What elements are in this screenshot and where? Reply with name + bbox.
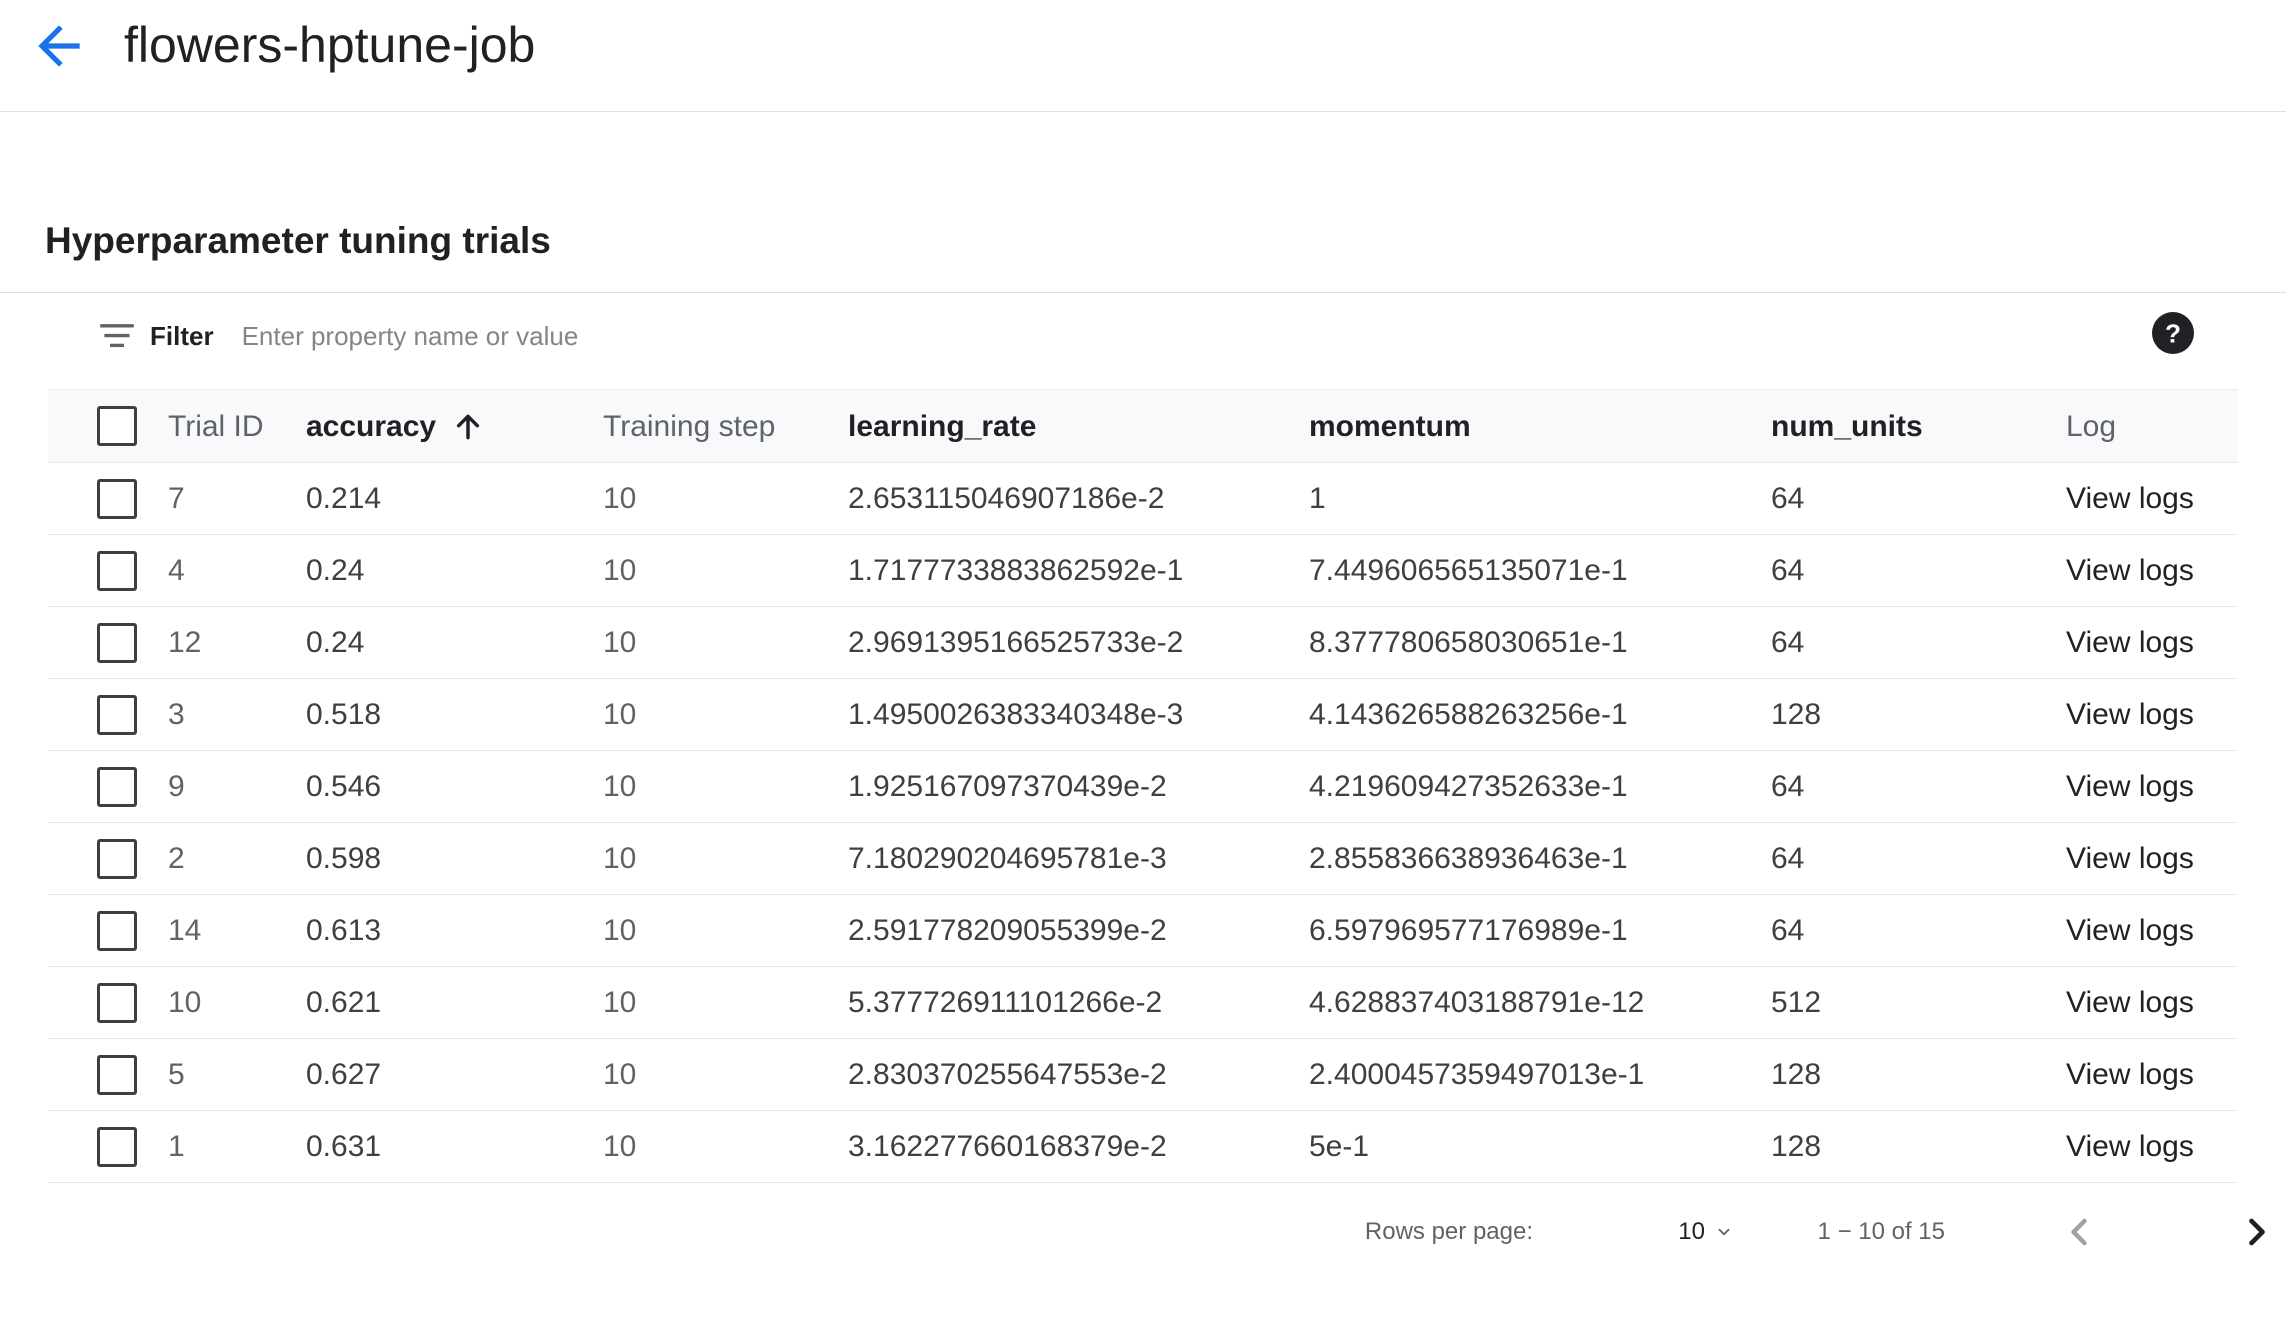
svg-text:?: ? bbox=[2165, 319, 2181, 349]
